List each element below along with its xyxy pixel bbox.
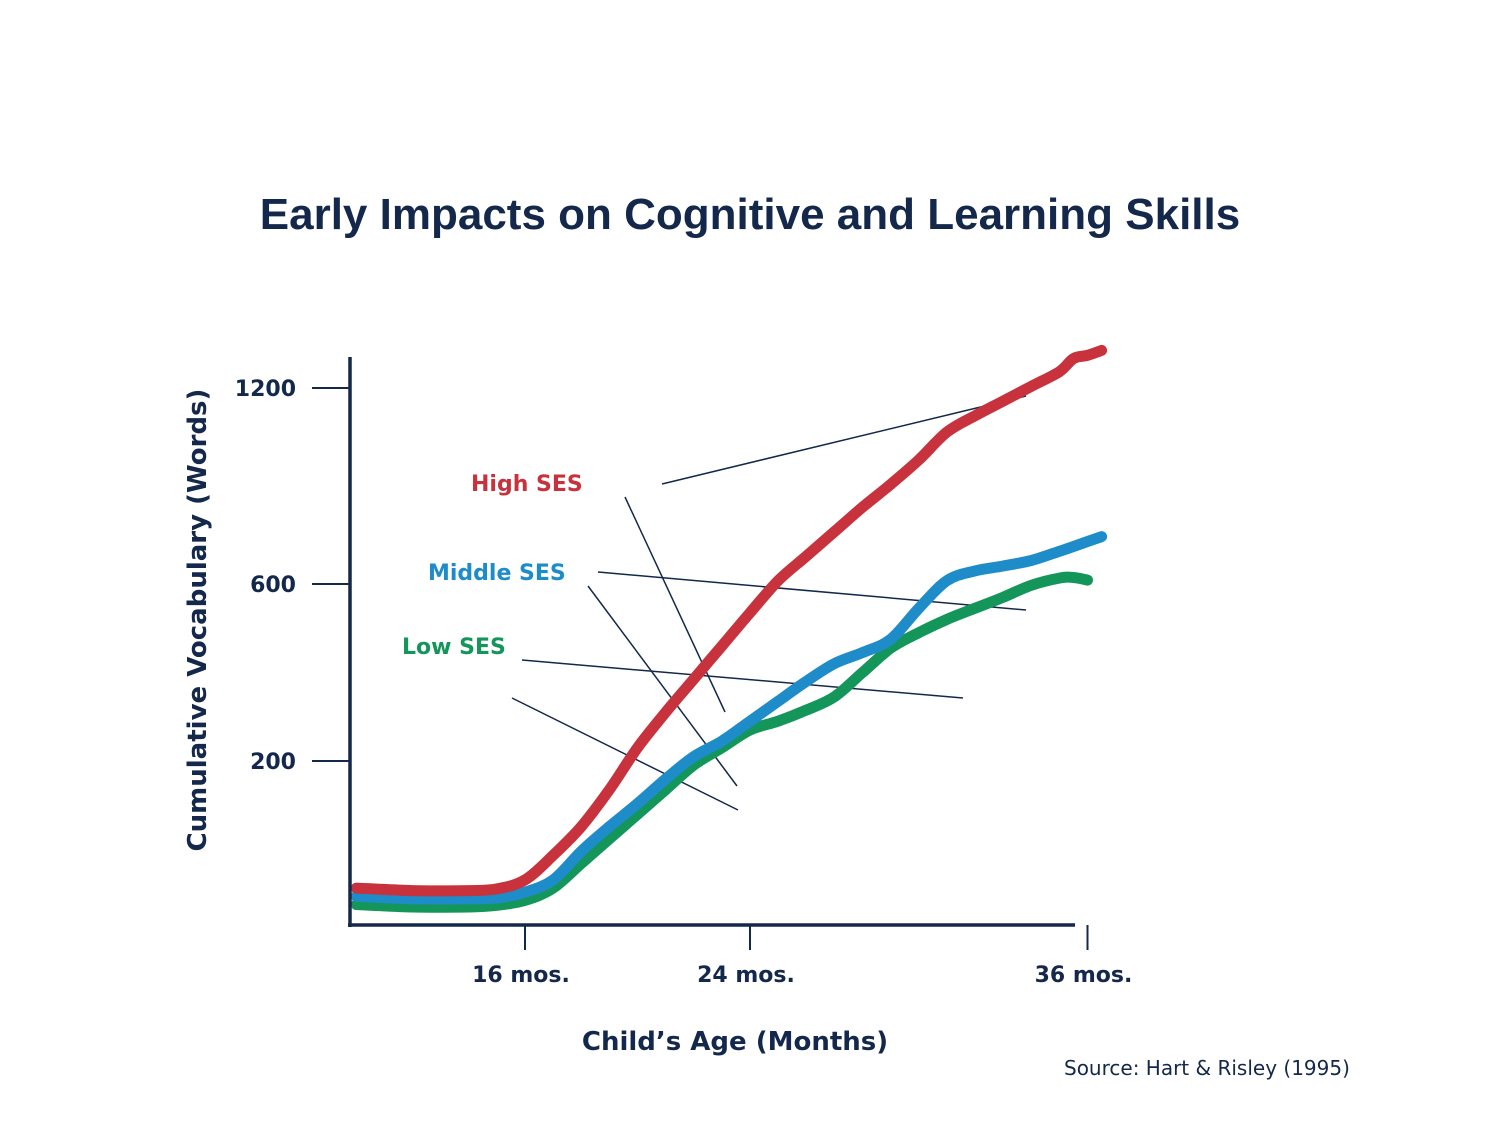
series-label-low-ses: Low SES	[402, 635, 506, 660]
axis-ticks: 200 600 1200 16 mos. 24 mos. 36 mos.	[235, 377, 1133, 988]
callout-line-middle-ses	[597, 571, 1027, 611]
x-tick-label: 16 mos.	[472, 963, 570, 988]
y-tick-label: 200	[250, 750, 296, 775]
callout-line-low-ses	[511, 697, 739, 811]
callout-line-low-ses	[521, 659, 964, 699]
y-tick-label: 1200	[235, 377, 296, 402]
chart-axes	[348, 357, 1075, 927]
slide-title: Early Impacts on Cognitive and Learning …	[259, 190, 1241, 239]
callout-lines	[511, 395, 1027, 811]
x-axis-title: Child’s Age (Months)	[582, 1027, 888, 1057]
callout-line-high-ses	[661, 395, 1027, 485]
x-tick-label: 36 mos.	[1035, 963, 1133, 988]
y-tick-label: 600	[250, 573, 296, 598]
x-tick-label: 24 mos.	[697, 963, 795, 988]
series-layer	[350, 344, 1108, 913]
callout-line-high-ses	[624, 496, 726, 713]
source-citation: Source: Hart & Risley (1995)	[1064, 1056, 1350, 1080]
series-line-high-ses	[350, 344, 1108, 897]
y-axis-title: Cumulative Vocabulary (Words)	[183, 389, 213, 852]
series-line-middle-ses	[350, 531, 1108, 905]
series-line-low-ses	[350, 571, 1093, 913]
series-label-middle-ses: Middle SES	[428, 561, 566, 586]
series-label-high-ses: High SES	[471, 472, 583, 497]
